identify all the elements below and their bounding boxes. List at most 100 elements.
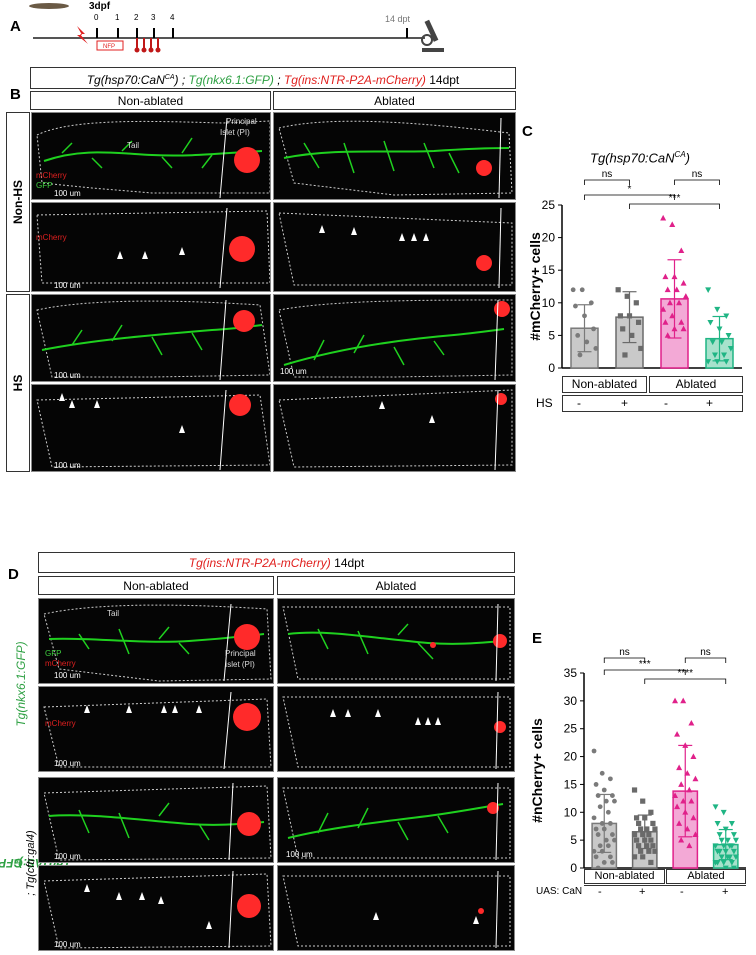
data-point	[664, 286, 671, 293]
d-col-ablated: Ablated	[277, 576, 515, 595]
d-img-uas-nonablated-mcherry: 100 um	[38, 865, 274, 951]
data-point	[678, 836, 685, 843]
sig-bracket-minus-label: *	[628, 184, 632, 195]
data-point	[646, 848, 652, 854]
d-title-ins: Tg(ins:NTR-P2A-mCherry)	[188, 556, 331, 570]
data-point	[588, 300, 594, 306]
data-point	[674, 731, 681, 737]
data-point	[673, 286, 680, 293]
data-point	[605, 809, 611, 815]
b-img-ablated-hs-merge: 100 um	[273, 294, 516, 382]
gfp-label: GFP	[36, 181, 53, 190]
data-point	[640, 831, 646, 838]
data-point	[629, 332, 635, 338]
c-sign-3: -	[664, 396, 668, 410]
e-sign-1: -	[598, 886, 602, 898]
data-point	[720, 809, 727, 816]
b-img-ablated-nonhs-merge	[273, 112, 516, 200]
sig-bracket-plus-label: ****	[677, 668, 693, 679]
data-point	[660, 306, 667, 312]
c-sign-2: +	[621, 396, 629, 410]
data-point	[633, 300, 639, 306]
data-point	[672, 792, 679, 798]
data-point	[688, 719, 695, 726]
scale-bar-label-5: 100 um	[54, 461, 81, 470]
data-point	[644, 843, 650, 849]
sig-bracket-ablated-label: ns	[700, 648, 711, 658]
d-scale-3: 100 um	[54, 852, 81, 861]
data-point	[631, 787, 638, 793]
data-point	[728, 821, 735, 827]
c-sign-4: +	[706, 396, 714, 410]
data-point	[591, 748, 597, 754]
sig-bracket-nonablated-label: ns	[602, 169, 613, 180]
data-point	[712, 843, 719, 849]
b-img-ablated-nonhs-mcherry	[273, 202, 516, 292]
tail-label: Tail	[127, 141, 140, 150]
data-point	[648, 809, 654, 815]
y-tick-label: 15	[542, 263, 556, 277]
data-point	[605, 843, 611, 849]
d-principal-label: Principal	[225, 649, 256, 658]
title-dpt: 14dpt	[425, 73, 460, 87]
sig-bracket-nonablated	[603, 657, 646, 663]
c-factor-label: HS	[536, 396, 553, 410]
mcherry-label-2: mCherry	[36, 233, 67, 242]
d-img-ablated-merge	[277, 598, 515, 684]
data-point	[652, 848, 658, 854]
larva-icon	[29, 3, 69, 9]
data-point	[718, 854, 725, 861]
sig-bracket-minus	[584, 194, 675, 200]
c-group-nonablated: Non-ablated	[562, 376, 647, 393]
panel-d-title: Tg(ins:NTR-P2A-mCherry) 14dpt	[38, 552, 515, 573]
data-point	[727, 346, 734, 352]
data-point	[631, 854, 638, 860]
data-point	[722, 826, 729, 833]
timepoint-labels: 0 1 2 3 4	[94, 13, 175, 22]
y-tick-label: 10	[542, 296, 556, 310]
y-tick-label: 10	[564, 805, 578, 819]
data-point	[595, 832, 601, 837]
data-point	[610, 832, 615, 837]
data-point	[626, 313, 633, 319]
data-point	[615, 287, 621, 293]
data-point	[638, 826, 644, 832]
b-img-nonablated-hs-mcherry: 100 um	[31, 384, 271, 472]
data-point	[688, 797, 695, 804]
data-point	[671, 325, 678, 332]
panel-e-letter: E	[532, 630, 543, 647]
data-point	[612, 837, 617, 843]
data-point	[640, 854, 646, 860]
data-point	[686, 786, 693, 793]
data-point	[599, 821, 605, 826]
data-point	[714, 821, 721, 827]
data-point	[610, 860, 615, 865]
b-row-hs: HS	[6, 294, 30, 472]
data-point	[705, 287, 712, 293]
data-point	[591, 848, 597, 854]
panel-b-title: Tg(hsp70:CaNCA) ; Tg(nkx6.1:GFP) ; Tg(in…	[30, 67, 516, 89]
e-factor-row: - + - +	[584, 885, 746, 901]
data-point	[610, 793, 615, 798]
data-point	[646, 831, 652, 838]
data-point	[730, 832, 737, 838]
scale-bar-label-4: 100 um	[280, 367, 307, 376]
d-gfp-label: GFP	[45, 649, 62, 658]
nfp-box	[96, 40, 124, 51]
data-point	[718, 339, 725, 346]
sig-bracket-ablated	[684, 657, 727, 663]
d-scale-2: 100 um	[54, 759, 81, 768]
data-point	[638, 848, 644, 854]
data-point	[650, 843, 656, 849]
tp-1: 1	[115, 13, 120, 22]
data-point	[680, 280, 687, 286]
data-point	[682, 293, 689, 299]
c-factor-row: - + - +	[562, 395, 743, 412]
data-point	[575, 333, 581, 338]
scale-bar-label-3: 100 um	[54, 371, 81, 380]
data-point	[636, 843, 642, 849]
lightning-icon	[77, 26, 88, 44]
data-point	[716, 832, 723, 838]
title-ins: Tg(ins:NTR-P2A-mCherry)	[283, 73, 426, 87]
